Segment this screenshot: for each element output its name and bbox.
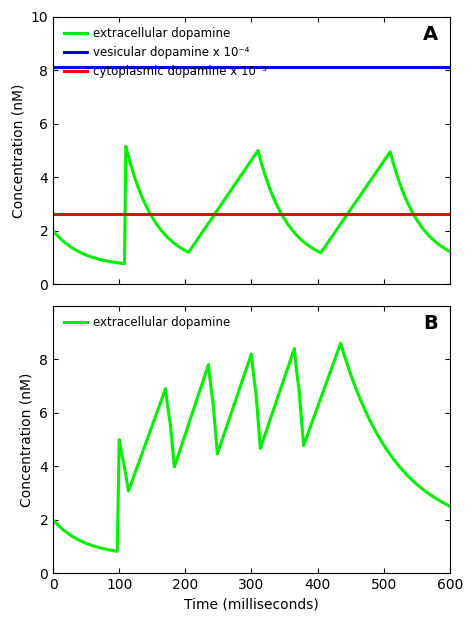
extracellular dopamine <box>231 400 237 407</box>
extracellular dopamine <box>50 516 56 524</box>
extracellular dopamine <box>412 479 418 487</box>
Text: A: A <box>423 25 438 44</box>
extracellular dopamine <box>210 394 215 402</box>
extracellular dopamine <box>123 143 129 150</box>
extracellular dopamine <box>51 228 57 235</box>
Line: extracellular dopamine: extracellular dopamine <box>53 343 450 551</box>
cytoplasmic dopamine x 10⁻³ <box>51 210 57 217</box>
extracellular dopamine <box>122 260 128 267</box>
extracellular dopamine <box>447 247 453 255</box>
cytoplasmic dopamine x 10⁻³ <box>50 210 56 217</box>
extracellular dopamine <box>447 502 453 510</box>
vesicular dopamine x 10⁻⁴ <box>50 64 56 71</box>
extracellular dopamine <box>114 548 120 555</box>
extracellular dopamine <box>119 450 125 458</box>
extracellular dopamine <box>338 340 344 347</box>
Y-axis label: Concentration (nM): Concentration (nM) <box>11 83 25 217</box>
X-axis label: Time (milliseconds): Time (milliseconds) <box>184 598 319 612</box>
extracellular dopamine <box>420 226 426 233</box>
extracellular dopamine <box>401 191 407 199</box>
Line: extracellular dopamine: extracellular dopamine <box>53 146 450 264</box>
vesicular dopamine x 10⁻⁴ <box>51 64 57 71</box>
extracellular dopamine <box>240 375 246 383</box>
extracellular dopamine <box>50 227 56 234</box>
Legend: extracellular dopamine: extracellular dopamine <box>59 312 235 334</box>
extracellular dopamine <box>271 195 277 202</box>
extracellular dopamine <box>275 204 281 211</box>
extracellular dopamine <box>270 193 276 201</box>
extracellular dopamine <box>416 482 421 490</box>
Text: B: B <box>423 314 438 333</box>
Y-axis label: Concentration (nM): Concentration (nM) <box>20 373 34 506</box>
Legend: extracellular dopamine, vesicular dopamine x 10⁻⁴, cytoplasmic dopamine x 10⁻³: extracellular dopamine, vesicular dopami… <box>59 22 272 83</box>
